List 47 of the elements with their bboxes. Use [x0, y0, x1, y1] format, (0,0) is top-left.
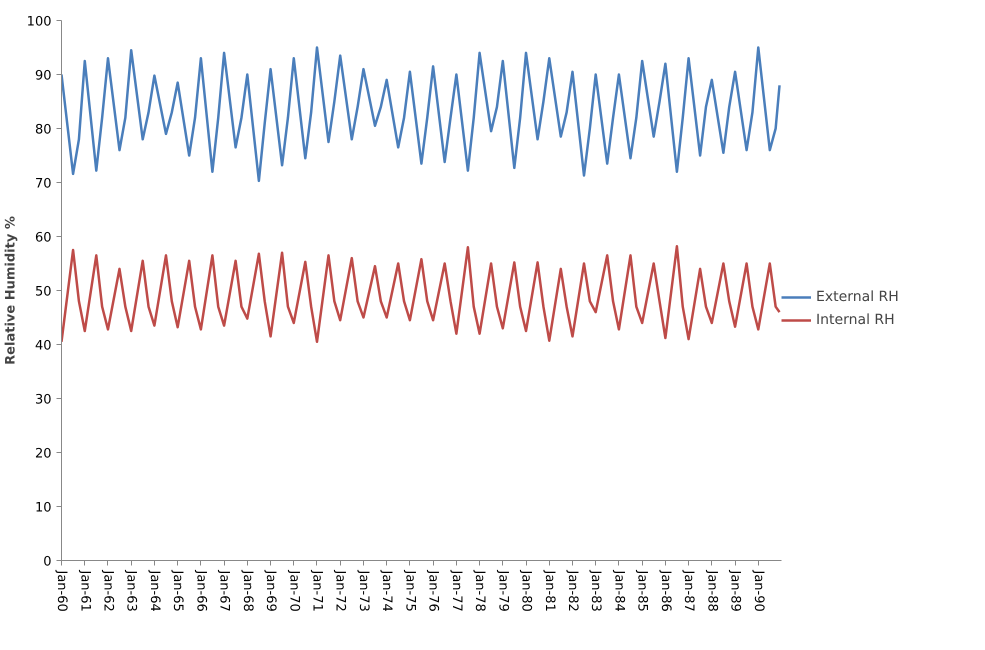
y-tick-label: 40: [34, 338, 52, 354]
y-tick-label: 70: [34, 176, 52, 192]
legend-label: Internal RH: [816, 312, 895, 328]
x-tick-label: Jan-82: [564, 570, 580, 612]
x-tick-label: Jan-89: [728, 570, 743, 612]
y-tick-label: 90: [34, 68, 52, 84]
line-series: [62, 46, 781, 182]
x-tick-label: Jan-72: [332, 570, 348, 612]
y-axis-title: Relative Humidity %: [4, 216, 19, 365]
x-tick-label: Jan-69: [263, 570, 278, 612]
x-tick-label: Jan-62: [100, 570, 116, 612]
x-tick-label: Jan-71: [309, 570, 324, 612]
x-tick-label: Jan-79: [495, 570, 510, 612]
x-tick-label: Jan-60: [54, 570, 69, 612]
x-tick-label: Jan-87: [681, 570, 696, 612]
x-tick-label: Jan-77: [448, 570, 464, 612]
x-tick-label: Jan-66: [193, 570, 208, 612]
x-tick-label: Jan-67: [216, 570, 232, 612]
x-tick-label: Jan-75: [402, 570, 418, 612]
x-tick-label: Jan-81: [542, 570, 557, 612]
y-tick-label: 60: [34, 230, 52, 246]
x-tick-label: Jan-90: [750, 570, 766, 612]
x-tick-label: Jan-84: [611, 570, 626, 612]
x-tick-label: Jan-63: [124, 570, 139, 612]
x-tick-label: Jan-73: [356, 570, 371, 612]
x-tick-label: Jan-68: [240, 570, 255, 612]
x-tick-label: Jan-78: [472, 570, 488, 612]
x-tick-label: Jan-64: [146, 570, 162, 612]
y-tick-label: 0: [43, 554, 52, 570]
x-tick-label: Jan-70: [286, 570, 302, 612]
y-tick-label: 100: [26, 14, 52, 30]
line-series: [62, 244, 781, 344]
y-tick-label: 20: [34, 446, 52, 462]
x-tick-label: Jan-61: [77, 570, 92, 612]
x-tick-label: Jan-85: [634, 570, 650, 612]
y-tick-label: 10: [34, 500, 52, 516]
x-tick-label: Jan-86: [658, 570, 673, 612]
x-tick-label: Jan-76: [426, 570, 441, 612]
y-tick-label: 50: [34, 284, 52, 300]
x-tick-label: Jan-88: [704, 570, 720, 612]
x-tick-label: Jan-80: [518, 570, 534, 612]
y-tick-label: 30: [34, 392, 52, 408]
legend-label: External RH: [816, 289, 899, 305]
x-tick-label: Jan-83: [588, 570, 604, 612]
x-tick-label: Jan-74: [379, 570, 394, 612]
y-tick-label: 80: [34, 122, 52, 138]
x-tick-label: Jan-65: [170, 570, 186, 612]
